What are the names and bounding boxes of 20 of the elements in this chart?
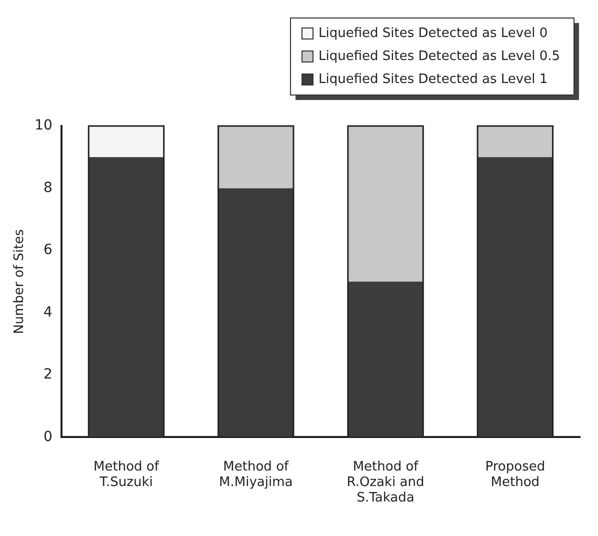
y-axis-title: Number of Sites [12,229,28,334]
legend-label: Liquefied Sites Detected as Level 0 [318,26,548,41]
x-tick-label: Proposed Method [485,459,546,490]
x-tick-label: Method of M.Miyajima [219,459,293,490]
bar [348,282,424,438]
y-tick-label: 6 [43,242,52,258]
x-tick-label: Method of T.Suzuki [94,459,160,490]
legend-label: Liquefied Sites Detected as Level 1 [318,72,548,87]
y-tick-label: 0 [43,428,52,445]
bar [218,188,294,438]
x-tick-label: Method of R.Ozaki and S.Takada [346,459,424,506]
y-tick-label: 4 [43,304,52,320]
y-tick-label: 8 [43,180,52,196]
bar [348,126,424,282]
bar [218,126,294,188]
legend-label: Liquefied Sites Detected as Level 0.5 [318,48,560,64]
bar [88,126,164,158]
y-tick-label: 2 [43,366,52,383]
bar [478,126,553,158]
y-tick-label: 10 [34,118,52,134]
